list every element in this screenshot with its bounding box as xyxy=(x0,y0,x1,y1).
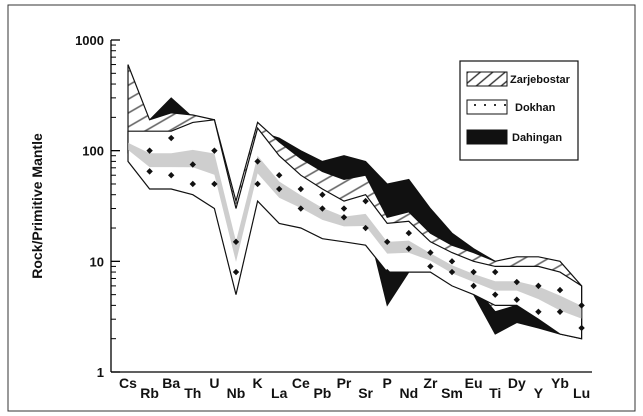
dokhan-point-pr-19 xyxy=(340,214,348,221)
data-points xyxy=(146,134,585,332)
x-label-p: P xyxy=(383,375,392,391)
dokhan-point-zr-27 xyxy=(427,263,434,270)
y-tick-label-10: 10 xyxy=(90,254,104,269)
dokhan-gray-fill xyxy=(128,142,582,319)
dokhan-point-yb-38 xyxy=(556,286,564,294)
dokhan-point-lu-41 xyxy=(578,324,585,332)
legend-swatch-dahingan xyxy=(466,129,508,145)
y-axis-title: Rock/Primitive Mantle xyxy=(29,133,45,279)
y-tick-label-100: 100 xyxy=(82,144,104,159)
x-label-la: La xyxy=(271,385,288,401)
dokhan-point-eu-30 xyxy=(470,268,477,276)
band-dokhan xyxy=(127,119,583,340)
dokhan-point-sr-20 xyxy=(362,197,369,205)
dokhan-point-pb-17 xyxy=(319,205,326,212)
dokhan-point-ti-32 xyxy=(492,268,499,276)
x-label-eu: Eu xyxy=(465,375,483,391)
dokhan-point-y-36 xyxy=(535,282,542,290)
dokhan-point-lu-40 xyxy=(578,302,585,309)
legend-label-dokhan: Dokhan xyxy=(515,102,556,114)
legend-label-dahingan: Dahingan xyxy=(512,132,562,144)
dokhan-point-p-22 xyxy=(384,238,391,246)
y-tick-label-1: 1 xyxy=(97,365,104,380)
dokhan-point-rb-0 xyxy=(146,147,153,154)
x-label-dy: Dy xyxy=(508,375,526,391)
legend-swatch-zarjebostar xyxy=(466,71,508,87)
dokhan-point-ce-15 xyxy=(297,205,304,212)
dokhan-point-la-12 xyxy=(276,172,283,179)
dokhan-point-nb-9 xyxy=(232,268,240,276)
x-label-nd: Nd xyxy=(399,385,418,401)
dokhan-point-u-7 xyxy=(211,180,218,188)
y-ticks: 1 10 100 1000 xyxy=(75,33,120,380)
dokhan-point-pr-18 xyxy=(340,205,348,212)
x-label-sr: Sr xyxy=(358,385,373,401)
dokhan-point-dy-34 xyxy=(513,278,520,286)
dokhan-point-ba-2 xyxy=(168,134,175,142)
legend: Zarjebostar Dokhan Dahingan xyxy=(459,60,579,161)
x-label-y: Y xyxy=(534,385,544,401)
dokhan-point-nd-25 xyxy=(405,245,412,252)
dokhan-point-p-23 xyxy=(384,268,391,276)
dokhan-point-dy-35 xyxy=(513,296,520,303)
x-label-ti: Ti xyxy=(489,385,501,401)
dokhan-point-sr-21 xyxy=(362,224,369,232)
x-label-cs: Cs xyxy=(119,375,137,391)
dokhan-point-y-37 xyxy=(535,308,542,315)
x-label-lu: Lu xyxy=(573,385,590,401)
x-label-pb: Pb xyxy=(313,385,331,401)
axes xyxy=(110,40,592,373)
dokhan-point-u-6 xyxy=(211,147,218,154)
x-label-pr: Pr xyxy=(337,375,352,391)
dokhan-point-k-10 xyxy=(254,158,261,165)
dokhan-point-ba-3 xyxy=(168,172,175,179)
dokhan-point-la-13 xyxy=(276,185,283,193)
x-label-rb: Rb xyxy=(140,385,159,401)
dokhan-point-th-4 xyxy=(189,161,196,168)
dokhan-point-sm-28 xyxy=(448,258,456,265)
figure-border xyxy=(7,4,636,412)
x-label-yb: Yb xyxy=(551,375,569,391)
dokhan-point-zr-26 xyxy=(427,249,434,256)
dokhan-point-eu-31 xyxy=(470,282,477,290)
x-label-th: Th xyxy=(184,385,201,401)
dokhan-point-rb-1 xyxy=(146,168,153,175)
dokhan-point-sm-29 xyxy=(448,268,456,276)
dokhan-point-th-5 xyxy=(189,180,196,188)
x-label-k: K xyxy=(253,375,263,391)
x-label-sm: Sm xyxy=(441,385,463,401)
x-label-u: U xyxy=(209,375,219,391)
x-label-ce: Ce xyxy=(292,375,310,391)
dokhan-point-nd-24 xyxy=(405,229,412,237)
y-tick-label-1000: 1000 xyxy=(75,33,104,48)
dokhan-point-ce-14 xyxy=(297,185,304,193)
dokhan-point-yb-39 xyxy=(556,308,564,315)
legend-label-zarjebostar: Zarjebostar xyxy=(510,74,571,86)
dokhan-point-pb-16 xyxy=(319,191,326,198)
x-label-nb: Nb xyxy=(227,385,246,401)
legend-swatch-dokhan xyxy=(466,99,508,115)
x-label-ba: Ba xyxy=(162,375,180,391)
dokhan-point-nb-8 xyxy=(232,238,240,246)
x-label-zr: Zr xyxy=(423,375,438,391)
dokhan-point-k-11 xyxy=(254,180,261,188)
dokhan-gray-shading xyxy=(128,142,582,319)
dokhan-point-ti-33 xyxy=(492,291,499,298)
